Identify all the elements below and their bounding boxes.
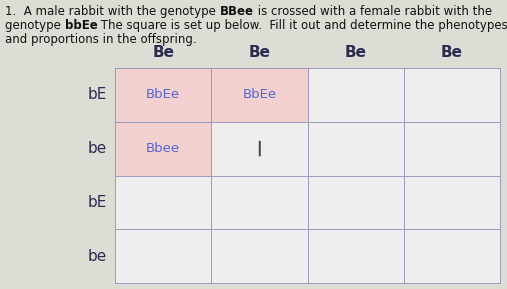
Text: BbEe: BbEe [242,88,276,101]
Text: Be: Be [152,45,174,60]
Bar [404,175,500,229]
Bar [308,68,404,122]
Bar [404,68,500,122]
Text: bE: bE [88,195,107,210]
Text: Be: Be [441,45,463,60]
Text: Be: Be [248,45,270,60]
Text: be: be [88,141,107,156]
Text: Bbee: Bbee [146,142,180,155]
Text: bbEe: bbEe [64,19,97,32]
Text: The square is set up below.  Fill it out and determine the phenotypes: The square is set up below. Fill it out … [97,19,507,32]
Text: is crossed with a female rabbit with the: is crossed with a female rabbit with the [254,5,492,18]
Bar [211,175,308,229]
Bar [115,175,211,229]
Text: bE: bE [88,87,107,102]
Text: BbEe: BbEe [146,88,180,101]
Text: BBee: BBee [220,5,254,18]
Bar [308,122,404,175]
Bar [404,229,500,283]
Bar [115,122,211,175]
Bar [211,122,308,175]
Text: be: be [88,249,107,264]
Bar [404,122,500,175]
Bar [308,229,404,283]
Bar [211,68,308,122]
Bar [211,229,308,283]
Bar [308,175,404,229]
Text: Be: Be [345,45,367,60]
Text: 1.  A male rabbit with the genotype: 1. A male rabbit with the genotype [5,5,220,18]
Text: genotype: genotype [5,19,64,32]
Bar [115,229,211,283]
Text: and proportions in the offspring.: and proportions in the offspring. [5,33,197,46]
Bar [115,68,211,122]
Text: ┃: ┃ [256,141,263,156]
